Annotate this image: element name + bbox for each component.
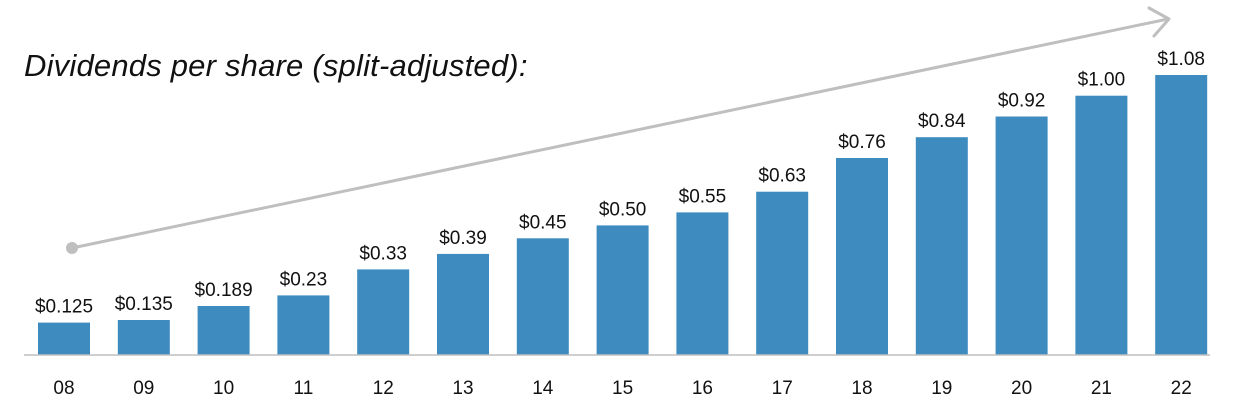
trend-arrow-start-dot <box>66 242 78 254</box>
bar-10 <box>197 306 250 355</box>
x-tick-label-11: 11 <box>294 378 314 399</box>
x-tick-label-22: 22 <box>1171 378 1192 399</box>
bar-12 <box>357 269 410 355</box>
data-label-20: $0.92 <box>998 91 1046 112</box>
bar-20 <box>995 116 1048 355</box>
data-label-11: $0.23 <box>280 269 328 290</box>
x-tick-label-13: 13 <box>452 378 473 399</box>
x-tick-label-20: 20 <box>1011 378 1032 399</box>
bar-14 <box>516 238 569 355</box>
chart-title: Dividends per share (split-adjusted): <box>24 48 528 83</box>
x-tick-label-10: 10 <box>213 378 234 399</box>
x-tick-label-08: 08 <box>53 378 74 399</box>
x-tick-label-17: 17 <box>772 378 793 399</box>
data-label-15: $0.50 <box>599 199 647 220</box>
bar-21 <box>1075 95 1128 355</box>
x-tick-label-14: 14 <box>532 378 554 399</box>
bar-13 <box>437 253 489 355</box>
x-tick-label-12: 12 <box>373 378 394 399</box>
bar-15 <box>596 225 649 355</box>
trend-arrow-head <box>1147 6 1171 38</box>
data-label-12: $0.33 <box>359 243 407 264</box>
data-label-16: $0.55 <box>679 186 727 207</box>
x-tick-label-15: 15 <box>612 378 633 399</box>
bar-11 <box>277 295 330 355</box>
trend-arrow-line <box>70 17 1170 250</box>
data-label-08: $0.125 <box>35 297 93 318</box>
data-label-14: $0.45 <box>519 212 567 233</box>
bar-22 <box>1155 75 1208 355</box>
x-tick-label-19: 19 <box>931 378 952 399</box>
x-tick-label-09: 09 <box>133 378 154 399</box>
data-label-09: $0.135 <box>115 294 173 315</box>
bar-17 <box>756 191 809 355</box>
bar-08 <box>38 322 90 355</box>
data-label-13: $0.39 <box>439 228 487 249</box>
data-label-22: $1.08 <box>1157 49 1205 70</box>
bar-18 <box>836 158 888 355</box>
x-tick-label-21: 21 <box>1091 378 1112 399</box>
bar-16 <box>676 212 729 355</box>
data-label-18: $0.76 <box>838 132 886 153</box>
bar-09 <box>117 320 170 355</box>
bar-19 <box>915 137 968 355</box>
x-tick-label-18: 18 <box>851 378 872 399</box>
data-label-19: $0.84 <box>918 111 966 132</box>
data-label-10: $0.189 <box>195 280 253 301</box>
trend-arrow <box>66 6 1171 254</box>
x-tick-label-16: 16 <box>692 378 713 399</box>
data-label-17: $0.63 <box>758 166 806 187</box>
data-label-21: $1.00 <box>1078 70 1126 91</box>
